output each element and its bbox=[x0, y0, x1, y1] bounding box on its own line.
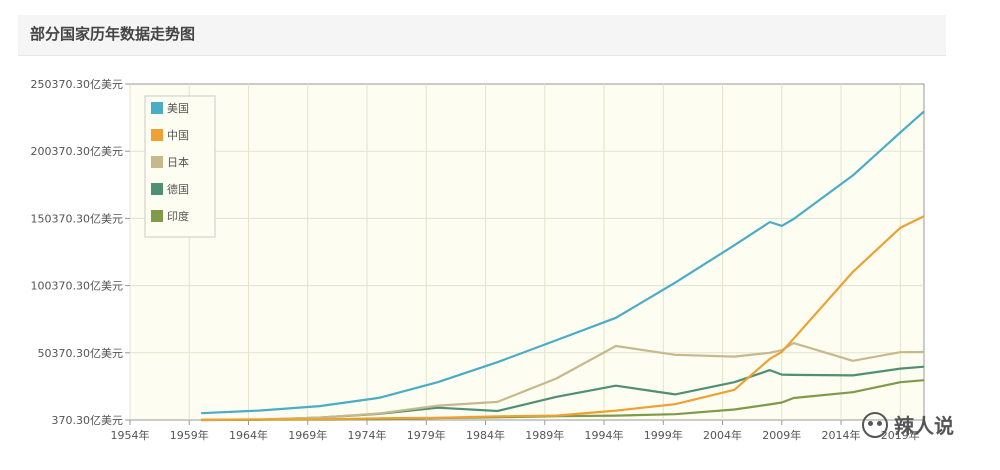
chart-header: 部分国家历年数据走势图 bbox=[18, 15, 946, 56]
series-line bbox=[201, 215, 925, 421]
watermark: 辣人说 bbox=[862, 410, 954, 439]
wechat-icon bbox=[862, 411, 888, 438]
y-tick-label: 150370.30亿美元 bbox=[31, 212, 124, 225]
x-tick-label: 2019年 bbox=[881, 428, 920, 442]
x-tick-label: 1979年 bbox=[407, 428, 446, 442]
x-tick-label: 1999年 bbox=[644, 428, 683, 442]
x-axis-ticks: 1954年 1959年 1964年 1969年 1974年 1979年 1984年 1989年… bbox=[111, 420, 920, 442]
x-tick-label: 2009年 bbox=[762, 428, 801, 442]
x-tick-label: 1994年 bbox=[585, 428, 624, 442]
x-tick-label: 2014年 bbox=[822, 428, 861, 442]
series-lines bbox=[201, 110, 925, 422]
legend-label: 美国 bbox=[167, 102, 189, 115]
plot-area bbox=[129, 83, 925, 421]
y-tick-label: 370.30亿美元 bbox=[52, 414, 124, 427]
legend-label: 德国 bbox=[167, 182, 189, 196]
chart-title: 部分国家历年数据走势图 bbox=[30, 25, 196, 43]
x-tick-label: 1984年 bbox=[466, 428, 505, 442]
y-tick-label: 100370.30亿美元 bbox=[31, 280, 124, 293]
x-tick-label: 1974年 bbox=[348, 428, 387, 442]
x-tick-label: 1989年 bbox=[525, 428, 564, 442]
x-tick-label: 2004年 bbox=[703, 428, 742, 442]
y-tick-label: 50370.30亿美元 bbox=[38, 347, 124, 360]
series-line bbox=[201, 110, 925, 415]
legend-swatch bbox=[151, 183, 163, 195]
series-line bbox=[201, 342, 925, 421]
x-tick-label: 1959年 bbox=[170, 428, 209, 442]
legend-label: 印度 bbox=[167, 209, 189, 223]
legend-swatch bbox=[151, 102, 163, 114]
y-tick-label: 200370.30亿美元 bbox=[31, 145, 124, 158]
legend-swatch bbox=[151, 210, 163, 222]
y-tick-label: 250370.30亿美元 bbox=[31, 78, 124, 91]
y-axis-ticks: 370.30亿美元 50370.30亿美元 100370.30亿美元 150370.3… bbox=[31, 78, 130, 427]
grid-lines bbox=[129, 84, 924, 420]
watermark-text: 辣人说 bbox=[894, 414, 954, 438]
x-tick-label: 1964年 bbox=[229, 428, 268, 442]
legend-swatch bbox=[151, 129, 163, 141]
x-tick-label: 1954年 bbox=[111, 428, 150, 442]
legend-label: 日本 bbox=[167, 155, 189, 169]
legend-swatch bbox=[151, 156, 163, 168]
x-tick-label: 1969年 bbox=[288, 428, 327, 442]
legend-label: 中国 bbox=[167, 129, 189, 142]
